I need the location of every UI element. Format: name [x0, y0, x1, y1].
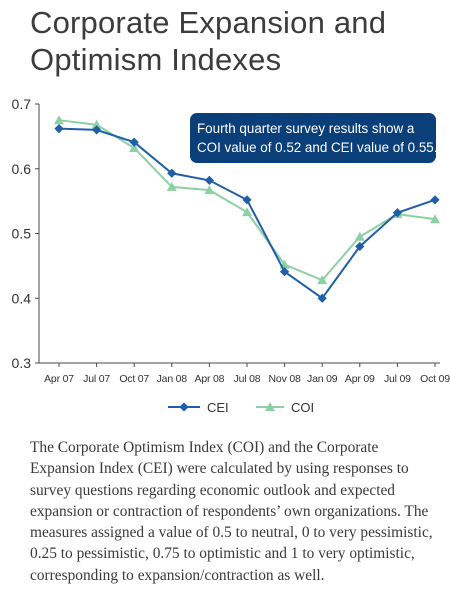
data-point-cei — [242, 195, 252, 205]
data-point-cei — [54, 124, 64, 134]
data-point-cei — [129, 137, 139, 147]
data-point-coi — [430, 214, 440, 224]
y-tick-label: 0.4 — [12, 290, 32, 306]
y-tick-label: 0.7 — [12, 96, 32, 112]
x-tick-label: Apr 08 — [195, 373, 225, 385]
x-tick-label: Apr 09 — [345, 373, 375, 385]
data-point-coi — [166, 181, 177, 191]
data-point-coi — [91, 119, 102, 129]
x-tick-label: Oct 07 — [119, 373, 149, 385]
annotation-text: COI value of 0.52 and CEI value of 0.55. — [197, 140, 437, 155]
data-point-cei — [430, 195, 440, 205]
x-tick-label: Jul 09 — [384, 373, 411, 385]
x-tick-label: Nov 08 — [269, 373, 301, 385]
chart: 0.3 0.4 0.5 0.6 0.7 Apr 07 Jul 07 Oct 07 Jan 08 A… — [0, 90, 450, 430]
page-title: Corporate Expansion and Optimism Indexes — [30, 5, 387, 77]
y-tick-label: 0.6 — [12, 161, 32, 177]
data-point-cei — [204, 175, 214, 186]
legend-label-cei: CEI — [207, 400, 229, 415]
x-tick-label: Jan 09 — [307, 373, 338, 385]
x-tick-label: Apr 07 — [44, 373, 74, 385]
annotation-text: Fourth quarter survey results show a — [197, 121, 415, 136]
chart-caption: The Corporate Optimism Index (COI) and t… — [30, 439, 433, 584]
x-tick-label: Jul 07 — [83, 373, 110, 385]
data-point-cei — [317, 293, 327, 303]
data-point-coi — [317, 275, 328, 285]
data-point-coi — [129, 143, 140, 153]
x-tick-label: Jan 08 — [157, 373, 188, 385]
data-point-coi — [354, 231, 365, 241]
line-chart: 0.3 0.4 0.5 0.6 0.7 Apr 07 Jul 07 Oct 07 Jan 08 A… — [12, 96, 450, 415]
data-point-cei — [355, 241, 365, 252]
data-point-coi — [204, 185, 215, 195]
y-tick-label: 0.3 — [12, 355, 32, 371]
y-tick-label: 0.5 — [12, 226, 32, 242]
legend-marker-coi — [265, 402, 275, 411]
data-point-coi — [242, 207, 252, 217]
annotation-box — [190, 113, 436, 163]
legend-label-coi: COI — [291, 400, 314, 415]
data-point-cei — [92, 125, 102, 135]
legend-marker-cei — [179, 402, 189, 412]
data-point-cei — [167, 168, 177, 178]
x-tick-label: Oct 09 — [420, 373, 450, 385]
x-tick-label: Jul 08 — [234, 373, 261, 385]
data-point-cei — [392, 208, 402, 218]
data-point-coi — [54, 115, 64, 125]
